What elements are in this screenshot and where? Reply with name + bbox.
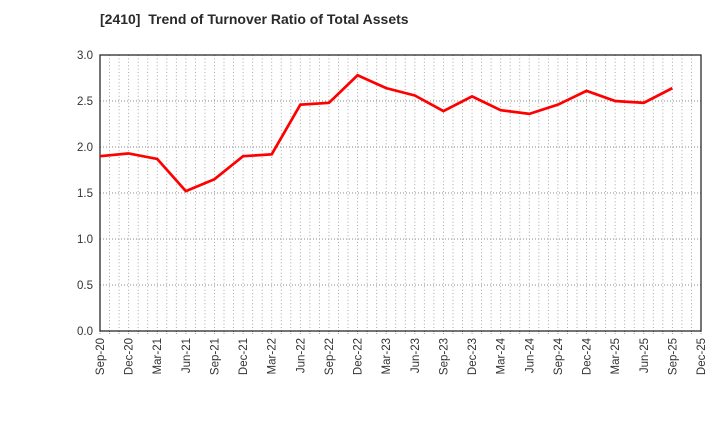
- x-tick-label: Dec-23: [467, 338, 479, 375]
- x-tick-label: Dec-25: [696, 338, 708, 375]
- x-tick-label: Jun-25: [639, 338, 651, 373]
- x-tick-label: Sep-21: [209, 338, 221, 375]
- x-tick-label: Sep-20: [95, 338, 107, 375]
- plot-frame: [99, 54, 702, 332]
- y-tick-label: 2.5: [77, 96, 93, 108]
- x-tick-label: Sep-24: [553, 337, 565, 375]
- y-tick-label: 3.0: [77, 50, 93, 62]
- x-tick-label: Sep-25: [667, 338, 679, 375]
- x-tick-label: Dec-20: [124, 338, 136, 375]
- y-tick-label: 1.5: [77, 188, 93, 200]
- x-tick-label: Sep-23: [438, 338, 450, 375]
- x-tick-label: Mar-24: [496, 337, 508, 374]
- y-tick-label: 1.0: [77, 234, 93, 246]
- y-tick-label: 0.0: [77, 326, 93, 338]
- x-tick-label: Jun-24: [524, 337, 536, 373]
- x-tick-label: Sep-22: [324, 338, 336, 375]
- x-tick-label: Jun-21: [181, 338, 193, 373]
- x-tick-label: Mar-22: [267, 338, 279, 374]
- x-tick-label: Jun-22: [295, 338, 307, 373]
- x-tick-label: Mar-25: [610, 338, 622, 374]
- series-line: [99, 73, 673, 193]
- y-tick-label: 2.0: [77, 142, 93, 154]
- x-tick-label: Jun-23: [410, 338, 422, 373]
- x-tick-label: Dec-21: [238, 338, 250, 375]
- x-tick-label: Dec-24: [582, 337, 594, 375]
- chart-title: [2410] Trend of Turnover Ratio of Total …: [100, 11, 409, 27]
- y-tick-label: 0.5: [77, 280, 93, 292]
- x-tick-label: Mar-21: [152, 338, 164, 374]
- x-tick-label: Dec-22: [353, 338, 365, 375]
- x-tick-label: Mar-23: [381, 338, 393, 374]
